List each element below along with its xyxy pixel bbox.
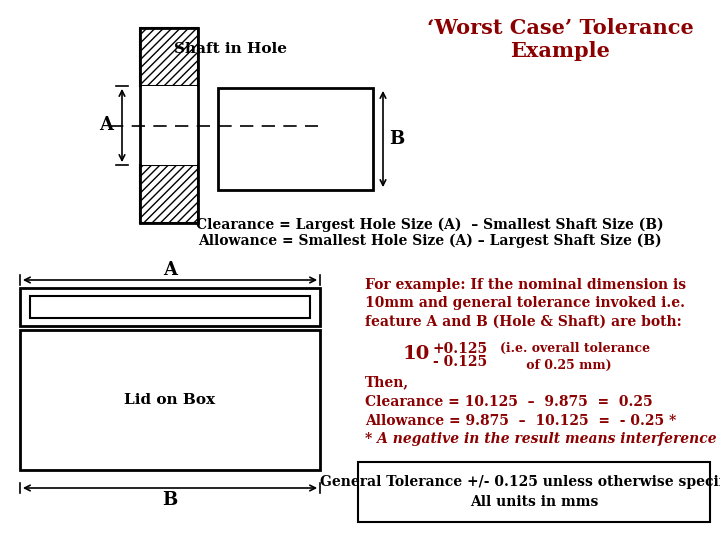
Bar — [358, 462, 710, 522]
Text: 10: 10 — [402, 345, 430, 363]
Bar — [140, 28, 198, 86]
Bar — [218, 88, 373, 190]
Bar — [20, 288, 320, 326]
Text: (i.e. overall tolerance
      of 0.25 mm): (i.e. overall tolerance of 0.25 mm) — [500, 342, 650, 372]
Bar — [140, 28, 198, 223]
Text: +0.125: +0.125 — [433, 342, 488, 356]
Text: Clearance = Largest Hole Size (A)  – Smallest Shaft Size (B): Clearance = Largest Hole Size (A) – Smal… — [196, 218, 664, 232]
Bar — [20, 330, 320, 470]
Text: For example: If the nominal dimension is
10mm and general tolerance invoked i.e.: For example: If the nominal dimension is… — [365, 278, 686, 329]
Bar — [140, 165, 198, 223]
Text: - 0.125: - 0.125 — [433, 355, 487, 369]
Text: A: A — [99, 117, 113, 134]
Text: A: A — [163, 261, 177, 279]
Text: General Tolerance +/- 0.125 unless otherwise specified
All units in mms: General Tolerance +/- 0.125 unless other… — [320, 475, 720, 509]
Text: * A negative in the result means interference: * A negative in the result means interfe… — [365, 432, 716, 446]
Bar — [140, 28, 198, 223]
Text: B: B — [163, 491, 178, 509]
Text: Allowance = Smallest Hole Size (A) – Largest Shaft Size (B): Allowance = Smallest Hole Size (A) – Lar… — [198, 234, 662, 248]
Bar — [142, 86, 197, 165]
Text: Lid on Box: Lid on Box — [125, 393, 215, 407]
Text: ‘Worst Case’ Tolerance
Example: ‘Worst Case’ Tolerance Example — [427, 18, 693, 61]
Text: Shaft in Hole: Shaft in Hole — [174, 42, 287, 56]
Text: Then,
Clearance = 10.125  –  9.875  =  0.25
Allowance = 9.875  –  10.125  =  - 0: Then, Clearance = 10.125 – 9.875 = 0.25 … — [365, 375, 676, 428]
Bar — [30, 296, 310, 318]
Text: B: B — [390, 130, 405, 148]
